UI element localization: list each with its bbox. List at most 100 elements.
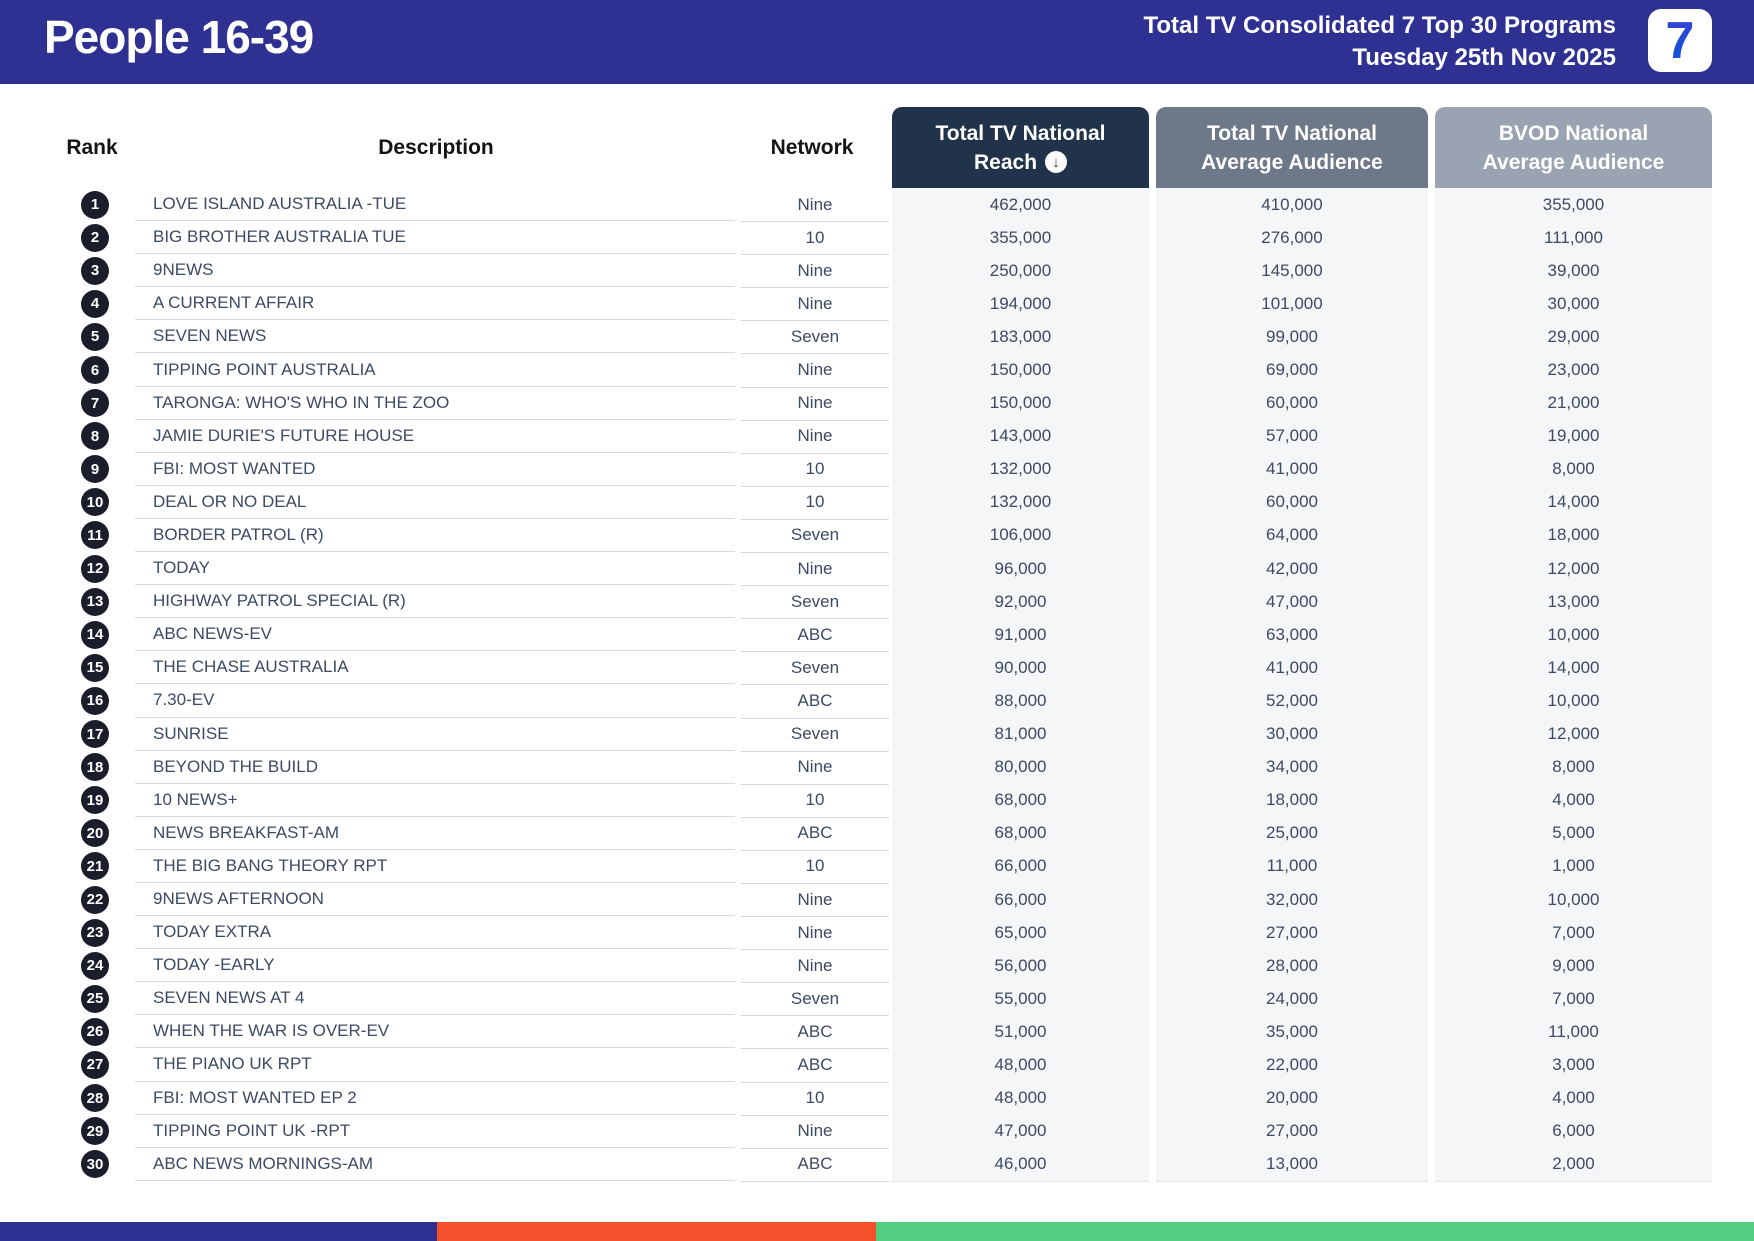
network-value: Nine xyxy=(741,751,889,785)
rank-cell: 25 xyxy=(66,982,124,1015)
rank-badge: 11 xyxy=(81,521,109,550)
rank-cell: 19 xyxy=(66,784,124,817)
network-value: Nine xyxy=(741,254,889,289)
rank-badge: 14 xyxy=(81,620,109,649)
table-row: 23 TODAY EXTRA Nine 65,000 27,000 7,000 xyxy=(0,916,1754,951)
program-description: NEWS BREAKFAST-AM xyxy=(135,817,735,850)
total-tv-average-audience-value: 101,000 xyxy=(1156,287,1428,322)
program-description: ABC NEWS-EV xyxy=(135,618,735,652)
table-row: 6 TIPPING POINT AUSTRALIA Nine 150,000 6… xyxy=(0,353,1754,388)
rank-cell: 4 xyxy=(66,287,124,320)
bvod-average-audience-value: 5,000 xyxy=(1435,816,1712,851)
bvod-average-audience-value: 7,000 xyxy=(1435,916,1712,951)
program-description: 9NEWS AFTERNOON xyxy=(135,883,735,917)
reach-header-line2: Reach xyxy=(973,150,1038,174)
total-tv-average-audience-value: 18,000 xyxy=(1156,783,1428,818)
total-tv-average-audience-value: 28,000 xyxy=(1156,949,1428,984)
program-description: TIPPING POINT UK -RPT xyxy=(135,1115,735,1148)
total-tv-average-audience-value: 27,000 xyxy=(1156,916,1428,951)
program-description: TODAY EXTRA xyxy=(135,916,735,950)
program-description: ABC NEWS MORNINGS-AM xyxy=(135,1148,735,1181)
bvod-average-audience-value: 1,000 xyxy=(1435,849,1712,884)
network-value: ABC xyxy=(741,1148,889,1182)
rank-badge: 16 xyxy=(81,686,109,715)
bvod-average-audience-value: 10,000 xyxy=(1435,618,1712,653)
total-tv-average-audience-value: 20,000 xyxy=(1156,1081,1428,1116)
program-description: SEVEN NEWS AT 4 xyxy=(135,982,735,1016)
total-tv-reach-value: 46,000 xyxy=(892,1147,1149,1182)
rank-cell: 18 xyxy=(66,751,124,784)
total-tv-average-audience-value: 27,000 xyxy=(1156,1114,1428,1149)
network-value: 10 xyxy=(741,221,889,256)
total-tv-reach-value: 66,000 xyxy=(892,882,1149,918)
bvod-average-audience-value: 111,000 xyxy=(1435,221,1712,256)
total-tv-average-audience-value: 145,000 xyxy=(1156,254,1428,289)
bvod-average-audience-value: 4,000 xyxy=(1435,783,1712,818)
program-description: TODAY -EARLY xyxy=(135,949,735,983)
total-tv-average-audience-value: 47,000 xyxy=(1156,585,1428,620)
total-tv-average-audience-value: 42,000 xyxy=(1156,552,1428,587)
total-tv-reach-value: 132,000 xyxy=(892,452,1149,487)
total-tv-reach-value: 92,000 xyxy=(892,585,1149,620)
total-tv-reach-value: 150,000 xyxy=(892,386,1149,421)
network-value: ABC xyxy=(741,1015,889,1050)
program-description: FBI: MOST WANTED xyxy=(135,453,735,486)
rank-cell: 11 xyxy=(66,519,124,552)
total-tv-average-audience-value: 99,000 xyxy=(1156,320,1428,355)
total-tv-average-audience-value: 41,000 xyxy=(1156,452,1428,487)
rank-cell: 12 xyxy=(66,552,124,585)
network-value: Seven xyxy=(741,651,889,686)
total-tv-average-audience-value: 35,000 xyxy=(1156,1015,1428,1050)
rank-badge: 18 xyxy=(81,753,109,782)
rank-cell: 24 xyxy=(66,949,124,982)
network-value: Nine xyxy=(741,188,889,223)
total-tv-average-audience-value: 60,000 xyxy=(1156,386,1428,421)
network-value: Nine xyxy=(741,552,889,587)
rank-badge: 21 xyxy=(81,852,109,881)
bvod-header-line1: BVOD National xyxy=(1498,121,1649,145)
rank-badge: 9 xyxy=(81,455,109,484)
banner-subtitle-line1: Total TV Consolidated 7 Top 30 Programs xyxy=(1143,12,1616,39)
program-description: BEYOND THE BUILD xyxy=(135,751,735,784)
total-tv-reach-value: 47,000 xyxy=(892,1114,1149,1149)
program-description: THE CHASE AUSTRALIA xyxy=(135,651,735,685)
rank-badge: 17 xyxy=(81,720,109,749)
total-tv-average-audience-value: 24,000 xyxy=(1156,982,1428,1017)
network-value: Nine xyxy=(741,883,889,918)
banner-subtitle-line2: Tuesday 25th Nov 2025 xyxy=(1352,44,1616,71)
program-description: DEAL OR NO DEAL xyxy=(135,486,735,519)
table-row: 22 9NEWS AFTERNOON Nine 66,000 32,000 10… xyxy=(0,882,1754,918)
total-tv-reach-value: 80,000 xyxy=(892,750,1149,785)
rank-cell: 28 xyxy=(66,1082,124,1115)
rank-badge: 1 xyxy=(81,190,109,219)
table-row: 24 TODAY -EARLY Nine 56,000 28,000 9,000 xyxy=(0,949,1754,984)
network-value: ABC xyxy=(741,817,889,851)
program-description: 7.30-EV xyxy=(135,684,735,718)
rank-cell: 3 xyxy=(66,254,124,287)
total-tv-reach-value: 65,000 xyxy=(892,916,1149,951)
total-tv-reach-value: 132,000 xyxy=(892,485,1149,520)
bvod-average-audience-value: 355,000 xyxy=(1435,188,1712,223)
total-tv-average-audience-value: 64,000 xyxy=(1156,518,1428,554)
table-row: 7 TARONGA: WHO'S WHO IN THE ZOO Nine 150… xyxy=(0,386,1754,421)
bvod-average-audience-value: 30,000 xyxy=(1435,287,1712,322)
rank-badge: 13 xyxy=(81,587,109,616)
total-tv-reach-value: 68,000 xyxy=(892,816,1149,851)
total-tv-average-audience-value: 63,000 xyxy=(1156,618,1428,653)
table-row: 16 7.30-EV ABC 88,000 52,000 10,000 xyxy=(0,684,1754,719)
rank-cell: 21 xyxy=(66,850,124,883)
column-header-total-tv-average-audience: Total TV National Average Audience xyxy=(1156,107,1428,188)
table-row: 30 ABC NEWS MORNINGS-AM ABC 46,000 13,00… xyxy=(0,1147,1754,1182)
total-tv-reach-value: 66,000 xyxy=(892,849,1149,884)
rank-badge: 29 xyxy=(81,1117,109,1146)
bvod-average-audience-value: 11,000 xyxy=(1435,1015,1712,1050)
column-header-total-tv-reach[interactable]: Total TV National Reach ↓ xyxy=(892,107,1149,188)
program-description: TODAY xyxy=(135,552,735,586)
total-tv-reach-value: 250,000 xyxy=(892,254,1149,289)
rank-badge: 12 xyxy=(81,554,109,583)
table-row: 9 FBI: MOST WANTED 10 132,000 41,000 8,0… xyxy=(0,452,1754,487)
network-value: Seven xyxy=(741,320,889,355)
total-tv-reach-value: 48,000 xyxy=(892,1048,1149,1083)
network-value: 10 xyxy=(741,784,889,818)
